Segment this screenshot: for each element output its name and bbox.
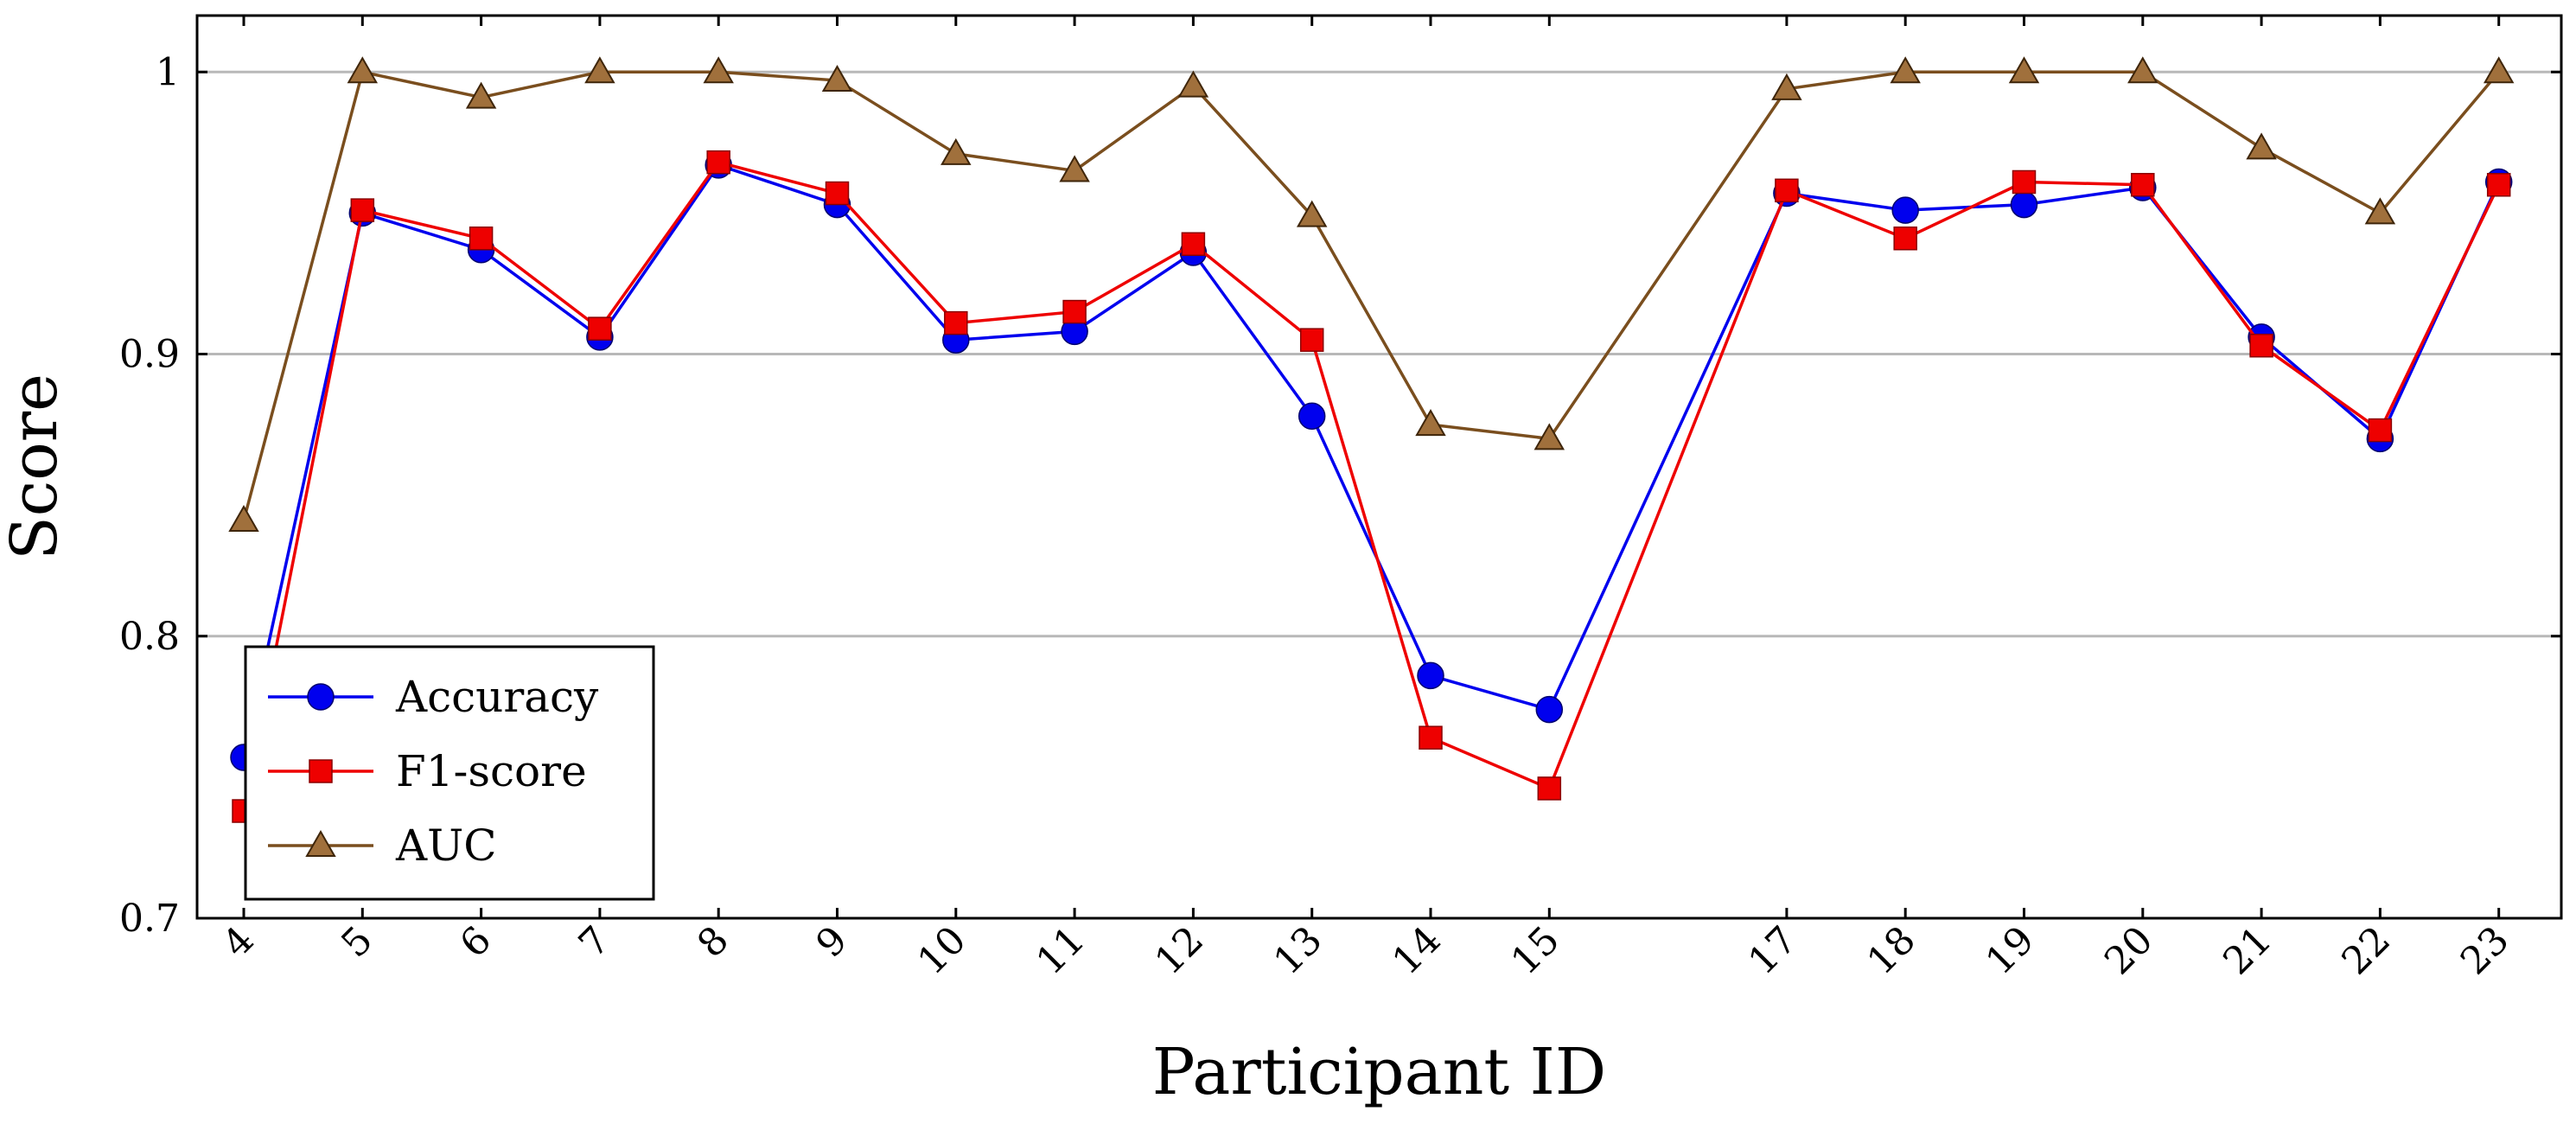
y-tick-label: 1 xyxy=(156,50,180,94)
data-point xyxy=(2131,173,2155,197)
x-tick-label: 6 xyxy=(452,918,501,967)
grid-lines xyxy=(197,70,2561,638)
series-group xyxy=(228,56,2515,823)
data-point xyxy=(1890,56,1921,84)
x-tick-label: 4 xyxy=(214,918,263,967)
legend-marker xyxy=(305,829,336,857)
data-point xyxy=(350,198,375,222)
legend-item-f1-score: F1-score xyxy=(268,746,587,796)
x-tick-label: 19 xyxy=(1978,918,2044,984)
data-point xyxy=(2368,418,2393,443)
data-point xyxy=(347,56,379,84)
data-point xyxy=(228,504,259,532)
plot-frame xyxy=(195,14,2563,920)
data-point xyxy=(2008,56,2040,84)
data-point xyxy=(465,81,497,109)
data-point xyxy=(1533,423,1565,450)
data-point xyxy=(2010,190,2038,219)
x-tick-label: 5 xyxy=(333,918,381,967)
legend: Accuracy F1-score AUC xyxy=(244,645,655,901)
data-point xyxy=(469,226,494,251)
legend-item-auc: AUC xyxy=(268,821,497,871)
x-tick-label: 18 xyxy=(1859,918,1924,984)
data-point xyxy=(2483,56,2515,84)
data-point xyxy=(1771,73,1802,100)
data-point xyxy=(1893,226,1917,251)
data-point xyxy=(1775,178,1799,203)
x-tick-label: 7 xyxy=(571,918,619,967)
y-tick-label: 0.8 xyxy=(119,615,180,659)
data-point xyxy=(1535,695,1564,724)
x-tick-label: 22 xyxy=(2334,918,2400,984)
y-axis-title: Score xyxy=(0,374,72,560)
y-tick-label: 0.7 xyxy=(119,897,180,941)
legend-marker xyxy=(309,759,333,783)
data-point xyxy=(588,316,612,341)
data-point xyxy=(1891,196,1919,224)
data-point xyxy=(706,150,730,175)
x-tick-label: 20 xyxy=(2096,918,2162,984)
data-point xyxy=(940,137,972,165)
x-tick-label: 13 xyxy=(1266,918,1331,984)
data-point xyxy=(1415,409,1446,437)
data-point xyxy=(2249,333,2273,358)
data-point xyxy=(703,56,734,84)
y-tick-label: 0.9 xyxy=(119,333,180,377)
x-tick-label: 17 xyxy=(1740,918,1806,984)
data-point xyxy=(1417,661,1444,690)
x-axis-title: Participant ID xyxy=(1152,1035,1606,1109)
legend-item-accuracy: Accuracy xyxy=(268,672,599,722)
data-point xyxy=(1537,776,1562,801)
data-point xyxy=(1298,402,1326,431)
data-point xyxy=(584,56,615,84)
x-tick-label: 8 xyxy=(689,918,737,967)
data-point xyxy=(2012,169,2037,195)
data-point xyxy=(2246,132,2277,160)
legend-marker xyxy=(307,683,335,711)
data-point xyxy=(1419,725,1443,750)
data-point xyxy=(1059,155,1090,182)
data-point xyxy=(825,181,850,206)
data-point xyxy=(821,65,853,93)
x-tick-label: 14 xyxy=(1384,918,1450,984)
series-auc xyxy=(228,56,2515,532)
x-tick-label: 23 xyxy=(2452,918,2518,984)
data-point xyxy=(1181,232,1206,257)
series-line xyxy=(242,70,2501,521)
x-tick-label: 15 xyxy=(1502,918,1568,984)
x-tick-label: 21 xyxy=(2215,918,2280,984)
data-point xyxy=(1299,328,1324,352)
x-tick-label: 10 xyxy=(909,918,975,984)
y-axis-ticks: 0.7 0.8 0.9 1 xyxy=(119,50,2561,941)
data-point xyxy=(1177,70,1209,98)
data-point xyxy=(2364,197,2396,225)
data-point xyxy=(944,310,968,335)
series-f1-score xyxy=(232,150,2511,823)
data-point xyxy=(2127,56,2158,84)
legend-label: F1-score xyxy=(396,746,587,796)
legend-label: Accuracy xyxy=(395,672,599,722)
data-point xyxy=(1062,299,1087,324)
x-tick-label: 12 xyxy=(1147,918,1213,984)
x-tick-label: 11 xyxy=(1028,918,1094,984)
data-point xyxy=(1296,200,1328,227)
x-tick-label: 9 xyxy=(807,918,856,967)
data-point xyxy=(2486,173,2511,197)
legend-label: AUC xyxy=(395,821,497,871)
